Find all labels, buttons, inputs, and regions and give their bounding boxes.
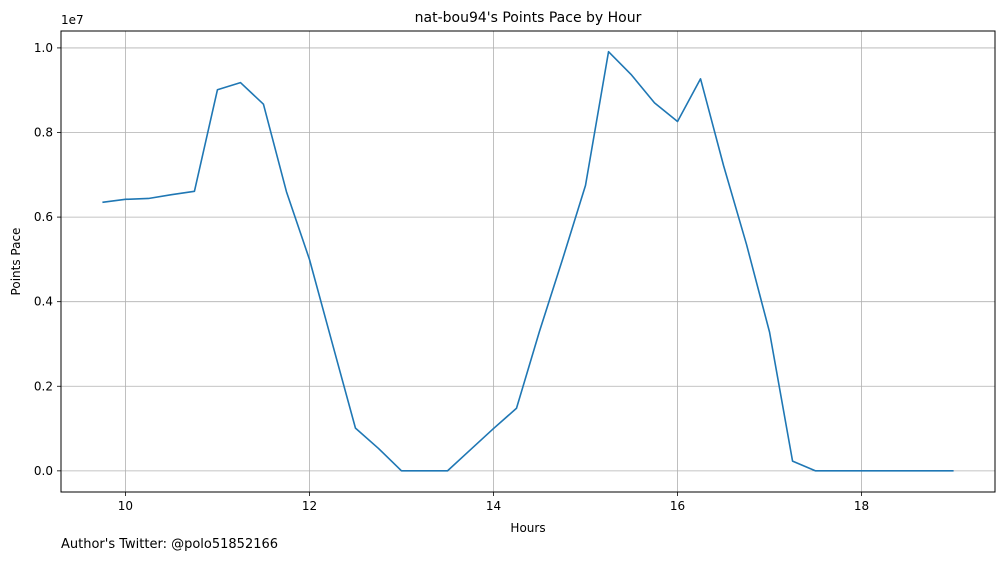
chart-title: nat-bou94's Points Pace by Hour: [415, 10, 642, 26]
y-tick-label: 0.4: [34, 295, 53, 309]
y-tick-label: 0.2: [34, 379, 53, 393]
x-tick-label: 14: [486, 499, 501, 513]
grid: [61, 31, 995, 492]
y-tick-label: 0.0: [34, 464, 53, 478]
series-line: [102, 50, 954, 472]
x-axis-label: Hours: [510, 521, 545, 535]
x-tick-label: 16: [670, 499, 685, 513]
y-tick-label: 0.8: [34, 126, 53, 140]
x-axis-ticks: 10 12 14 16 18: [118, 492, 869, 513]
x-tick-label: 10: [118, 499, 133, 513]
y-axis-offset-label: 1e7: [61, 13, 84, 27]
author-note: Author's Twitter: @polo51852166: [61, 537, 279, 552]
y-axis-ticks: 0.0 0.2 0.4 0.6 0.8 1.0: [34, 41, 61, 478]
plot-frame: [60, 30, 996, 493]
series-layer: [102, 50, 954, 472]
x-tick-label: 12: [302, 499, 317, 513]
y-axis-label: Points Pace: [9, 228, 23, 296]
x-tick-label: 18: [854, 499, 869, 513]
y-tick-label: 0.6: [34, 210, 53, 224]
y-tick-label: 1.0: [34, 41, 53, 55]
